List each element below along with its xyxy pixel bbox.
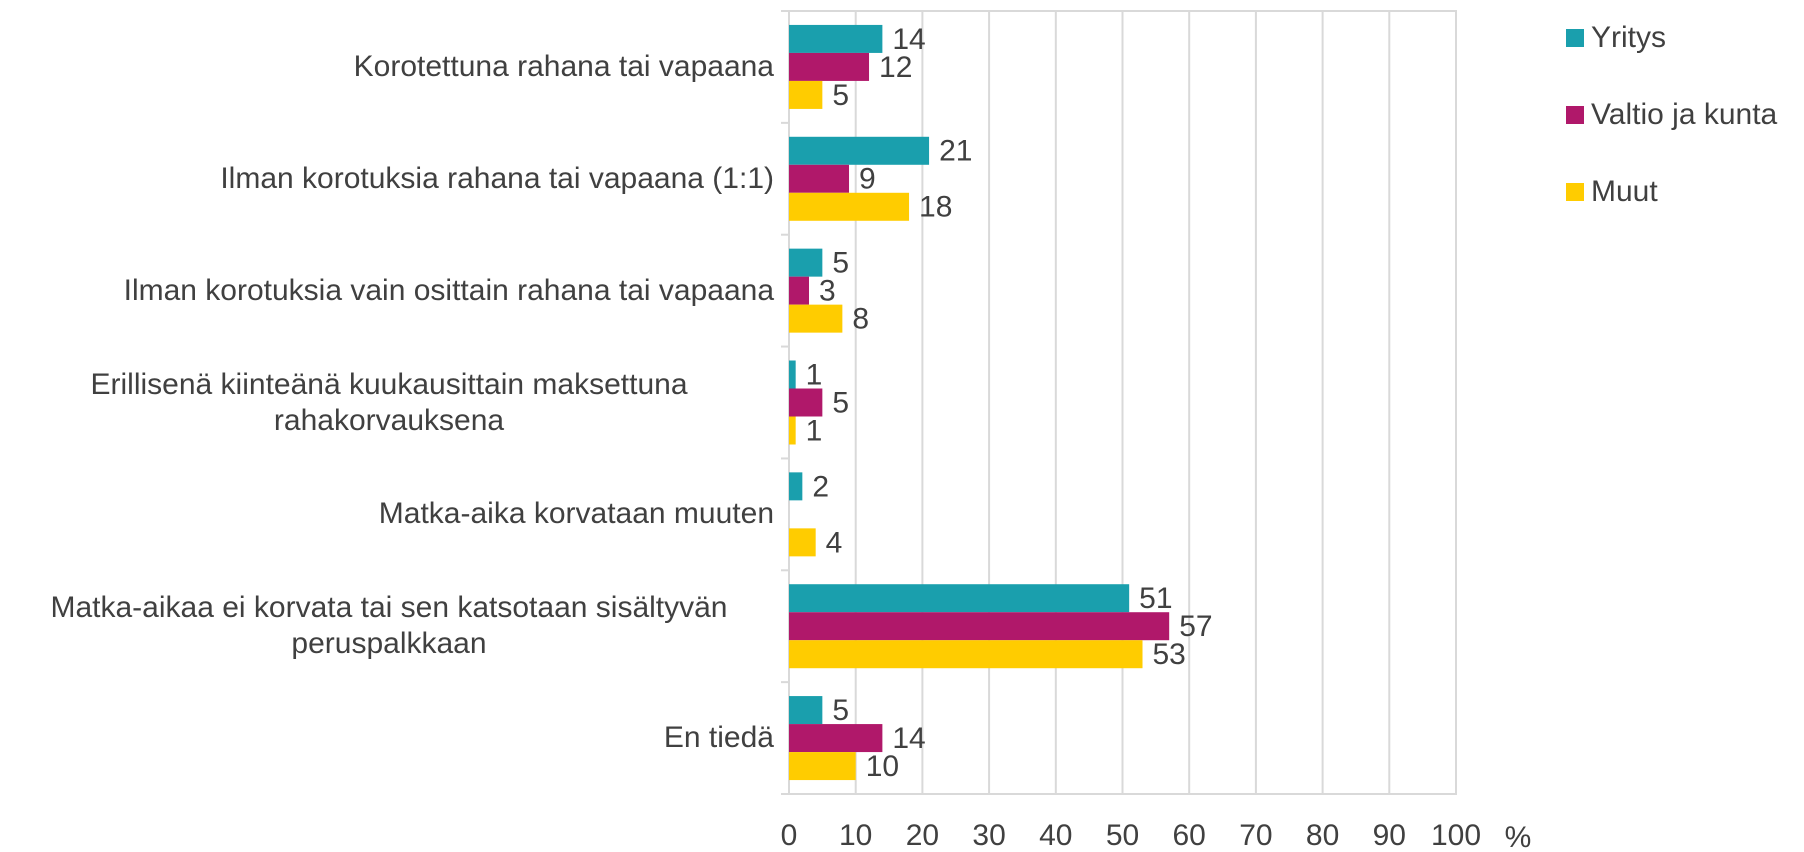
y-tick-label-box: Matka-aika korvataan muuten — [379, 496, 774, 532]
value-label: 9 — [859, 163, 876, 196]
x-tick-label: 0 — [781, 819, 798, 852]
value-label: 10 — [866, 750, 899, 783]
value-label: 2 — [812, 470, 829, 503]
y-tick-label-box: Matka-aikaa ei korvata tai sen katsotaan… — [4, 590, 774, 662]
bar — [789, 612, 1170, 641]
bar — [789, 472, 803, 501]
bar — [789, 724, 883, 753]
y-tick-label: Matka-aikaa ei korvata tai sen katsotaan… — [50, 591, 728, 661]
bar — [789, 528, 816, 557]
x-tick-label: 80 — [1306, 819, 1339, 852]
legend-label: Muut — [1591, 175, 1658, 208]
legend-swatch — [1566, 183, 1584, 201]
value-label: 57 — [1179, 610, 1212, 643]
bar — [789, 248, 823, 277]
bar — [789, 640, 1143, 669]
x-tick-label: 60 — [1173, 819, 1206, 852]
bar — [789, 164, 850, 193]
legend-swatch — [1566, 106, 1584, 124]
bar — [789, 276, 810, 305]
bar — [789, 584, 1130, 613]
bar — [789, 360, 796, 389]
y-tick-label: Korotettuna rahana tai vapaana — [353, 49, 774, 83]
value-label: 18 — [919, 191, 952, 224]
legend-label: Valtio ja kunta — [1591, 98, 1778, 131]
bar — [789, 24, 883, 53]
x-tick-label: 100 — [1431, 819, 1481, 852]
bar — [789, 416, 796, 445]
value-label: 5 — [832, 386, 849, 419]
bar — [789, 192, 910, 221]
x-tick-label: 20 — [906, 819, 939, 852]
x-axis-label: % — [1505, 821, 1532, 852]
bar — [789, 752, 856, 781]
value-label: 5 — [832, 247, 849, 280]
legend-label: Yritys — [1591, 21, 1666, 54]
bar — [789, 304, 843, 333]
value-label: 21 — [939, 135, 972, 168]
value-label: 12 — [879, 51, 912, 84]
x-tick-label: 90 — [1373, 819, 1406, 852]
x-tick-label: 10 — [839, 819, 872, 852]
value-label: 3 — [819, 275, 836, 308]
x-tick-label: 30 — [972, 819, 1005, 852]
y-tick-label: En tiedä — [663, 721, 774, 755]
y-tick-label: Erillisenä kiinteänä kuukausittain makse… — [90, 367, 688, 437]
y-tick-label: Ilman korotuksia rahana tai vapaana (1:1… — [220, 161, 774, 195]
x-tick-label: 50 — [1106, 819, 1139, 852]
value-label: 1 — [806, 358, 823, 391]
value-label: 1 — [806, 414, 823, 447]
value-label: 14 — [892, 722, 925, 755]
y-tick-label: Matka-aika korvataan muuten — [378, 497, 774, 531]
value-label: 8 — [852, 303, 869, 336]
value-label: 5 — [832, 79, 849, 112]
value-label: 53 — [1153, 638, 1186, 671]
y-tick-label: Ilman korotuksia vain osittain rahana ta… — [123, 273, 774, 307]
value-label: 51 — [1139, 582, 1172, 615]
y-tick-label-box: Ilman korotuksia rahana tai vapaana (1:1… — [220, 161, 774, 197]
y-tick-label-box: En tiedä — [664, 720, 774, 756]
y-tick-label-box: Erillisenä kiinteänä kuukausittain makse… — [4, 367, 774, 439]
x-tick-label: 40 — [1039, 819, 1072, 852]
value-label: 5 — [832, 694, 849, 727]
bar — [789, 80, 823, 109]
x-tick-label: 70 — [1239, 819, 1272, 852]
y-tick-label-box: Ilman korotuksia vain osittain rahana ta… — [124, 273, 774, 309]
bar — [789, 52, 870, 81]
value-label: 14 — [892, 23, 925, 56]
legend-swatch — [1566, 29, 1584, 47]
bar — [789, 136, 930, 165]
y-tick-label-box: Korotettuna rahana tai vapaana — [354, 49, 774, 85]
bar — [789, 696, 823, 725]
value-label: 4 — [826, 526, 843, 559]
bar — [789, 388, 823, 417]
